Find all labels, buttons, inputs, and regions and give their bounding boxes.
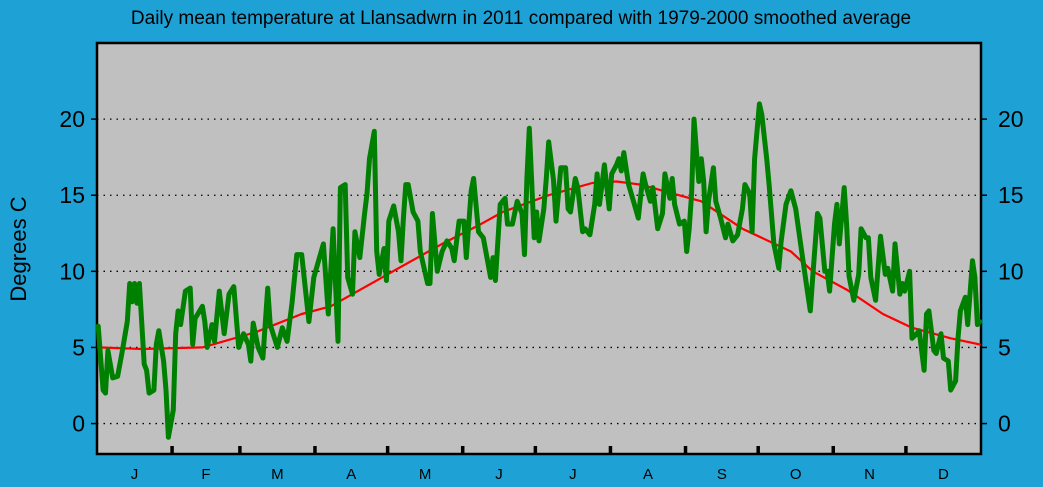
y-tick-label-left: 20 [59,106,85,132]
month-label: A [643,466,653,483]
y-tick-label-right: 20 [998,106,1024,132]
y-tick-label-right: 15 [998,182,1024,208]
y-axis-label: Degrees C [6,196,31,301]
month-label: J [495,466,503,483]
month-label: J [569,466,577,483]
y-tick-label-left: 10 [59,258,85,284]
month-label: N [864,466,875,483]
daily-mean-2011-line [95,101,983,440]
chart-title: Daily mean temperature at Llansadwrn in … [131,8,911,29]
month-label: J [131,466,139,483]
month-label: D [938,466,949,483]
y-tick-label-left: 15 [59,182,85,208]
month-label: O [790,466,802,483]
month-label: M [419,466,432,483]
y-tick-label-right: 5 [998,334,1011,360]
month-label: M [271,466,284,483]
y-tick-label-left: 0 [72,411,85,437]
month-label: S [717,466,727,483]
y-tick-label-right: 0 [998,411,1011,437]
y-tick-label-left: 5 [72,334,85,360]
month-label: A [346,466,356,483]
month-label: F [201,466,210,483]
y-tick-label-right: 10 [998,258,1024,284]
